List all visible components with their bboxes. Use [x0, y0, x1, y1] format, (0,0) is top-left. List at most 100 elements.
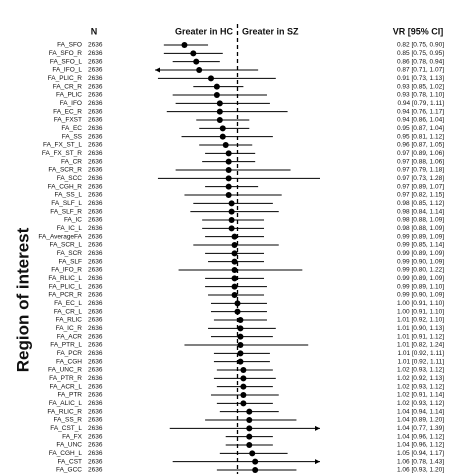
row-n: 2636: [88, 142, 103, 149]
row-value-label: 0.96 [0.87, 1.05]: [397, 142, 444, 149]
row-value-label: 0.99 [0.89, 1.09]: [397, 275, 444, 282]
row-value-label: 0.95 [0.81, 1.12]: [397, 133, 444, 140]
row-n: 2636: [88, 467, 103, 474]
row-label: FA_SS: [62, 133, 83, 140]
row-label: FA_IFO_R: [51, 267, 82, 274]
row-n: 2636: [88, 333, 103, 340]
row-n: 2636: [88, 150, 103, 157]
row-label: FA_CGH_R: [48, 183, 83, 190]
row-n: 2636: [88, 192, 103, 199]
point: [216, 117, 223, 123]
row-n: 2636: [88, 433, 103, 440]
row-n: 2636: [88, 42, 103, 49]
row-label: FA_CST: [57, 458, 82, 465]
row-n: 2636: [88, 267, 103, 274]
row-value-label: 0.98 [0.85, 1.12]: [397, 200, 444, 207]
point: [225, 175, 232, 182]
row-label: FA_SLF_R: [50, 208, 82, 215]
row-n: 2636: [88, 208, 103, 215]
row-label: FA_RLIC_L: [48, 275, 82, 282]
row-value-label: 0.99 [0.89, 1.10]: [397, 283, 444, 290]
row-value-label: 0.97 [0.82, 1.15]: [397, 192, 444, 199]
row-n: 2636: [88, 383, 103, 390]
row-n: 2636: [88, 225, 103, 232]
row-n: 2636: [88, 408, 103, 415]
row-label: FA_IC_R: [56, 325, 83, 332]
row-n: 2636: [88, 108, 103, 115]
row-value-label: 0.99 [0.80, 1.22]: [397, 267, 444, 274]
row-label: FA_PTR_L: [50, 342, 82, 349]
row-label: FA_ACR_L: [49, 383, 82, 390]
point: [228, 208, 235, 215]
row-value-label: 1.04 [0.96, 1.12]: [397, 433, 444, 440]
row-n: 2636: [88, 367, 103, 374]
left-header: Greater in HC: [175, 26, 234, 36]
row-label: FA_FX_ST_L: [43, 142, 82, 149]
row-value-label: 1.04 [0.94, 1.14]: [397, 408, 444, 415]
row-n: 2636: [88, 100, 103, 107]
row-value-label: 1.06 [0.93, 1.20]: [397, 467, 444, 474]
point: [234, 308, 241, 315]
point: [228, 200, 235, 207]
row-n: 2636: [88, 75, 103, 82]
row-label: FA_CST_L: [50, 425, 82, 432]
row-value-label: 0.98 [0.88, 1.09]: [397, 217, 444, 224]
row-n: 2636: [88, 325, 103, 332]
row-label: FA_PLIC_L: [49, 283, 83, 290]
row-value-label: 0.98 [0.84, 1.14]: [397, 208, 444, 215]
point: [246, 417, 253, 423]
row-value-label: 1.04 [0.96, 1.12]: [397, 442, 444, 449]
row-label: FA_SFO_L: [50, 58, 83, 65]
row-n: 2636: [88, 92, 103, 99]
row-value-label: 1.01 [0.90, 1.13]: [397, 325, 444, 332]
row-value-label: 1.01 [0.91, 1.12]: [397, 333, 444, 340]
row-value-label: 0.97 [0.79, 1.18]: [397, 167, 444, 174]
point: [207, 75, 214, 82]
point: [216, 108, 223, 115]
row-label: FA_PLIC_R: [48, 75, 83, 82]
row-n: 2636: [88, 217, 103, 224]
row-value-label: 0.85 [0.75, 0.95]: [397, 50, 444, 57]
row-label: FA_PLIC: [56, 92, 82, 99]
row-value-label: 1.02 [0.93, 1.12]: [397, 383, 444, 390]
point: [234, 300, 241, 307]
row-label: FA_SS_R: [53, 417, 82, 424]
row-value-label: 0.99 [0.85, 1.14]: [397, 242, 444, 249]
row-n: 2636: [88, 425, 103, 432]
n-header: N: [91, 26, 98, 36]
row-label: FA_IC: [64, 217, 82, 224]
row-value-label: 1.06 [0.78, 1.43]: [397, 458, 444, 465]
point: [237, 358, 244, 365]
y-axis-label: Region of interest: [13, 227, 32, 372]
point: [240, 367, 247, 373]
row-label: FA_EC_R: [53, 108, 82, 115]
row-value-label: 0.94 [0.79, 1.11]: [398, 100, 445, 107]
point: [240, 392, 247, 398]
row-n: 2636: [88, 358, 103, 365]
row-n: 2636: [88, 308, 103, 315]
row-value-label: 1.00 [0.91, 1.10]: [397, 308, 444, 315]
point: [252, 467, 259, 473]
row-label: FA_IFO: [60, 100, 82, 107]
row-value-label: 0.94 [0.86, 1.04]: [397, 117, 444, 124]
row-label: FA_AverageFA: [38, 233, 82, 240]
row-n: 2636: [88, 375, 103, 382]
point: [219, 133, 226, 140]
row-value-label: 1.02 [0.91, 1.14]: [397, 392, 444, 399]
row-value-label: 0.99 [0.90, 1.09]: [397, 292, 444, 299]
row-value-label: 0.87 [0.71, 1.07]: [397, 67, 444, 74]
row-label: FA_PTR: [57, 392, 82, 399]
row-label: FA_SS_L: [55, 192, 83, 199]
point: [225, 150, 232, 157]
point: [240, 400, 247, 407]
row-value-label: 1.01 [0.92, 1.11]: [398, 358, 445, 365]
row-value-label: 0.98 [0.88, 1.09]: [397, 225, 444, 232]
row-label: FA_SCC: [57, 175, 83, 182]
row-label: FA_GCC: [56, 467, 82, 474]
row-n: 2636: [88, 117, 103, 124]
row-value-label: 1.01 [0.92, 1.10]: [397, 317, 444, 324]
point: [240, 383, 247, 390]
point: [193, 58, 200, 65]
point: [231, 258, 238, 265]
row-n: 2636: [88, 167, 103, 174]
